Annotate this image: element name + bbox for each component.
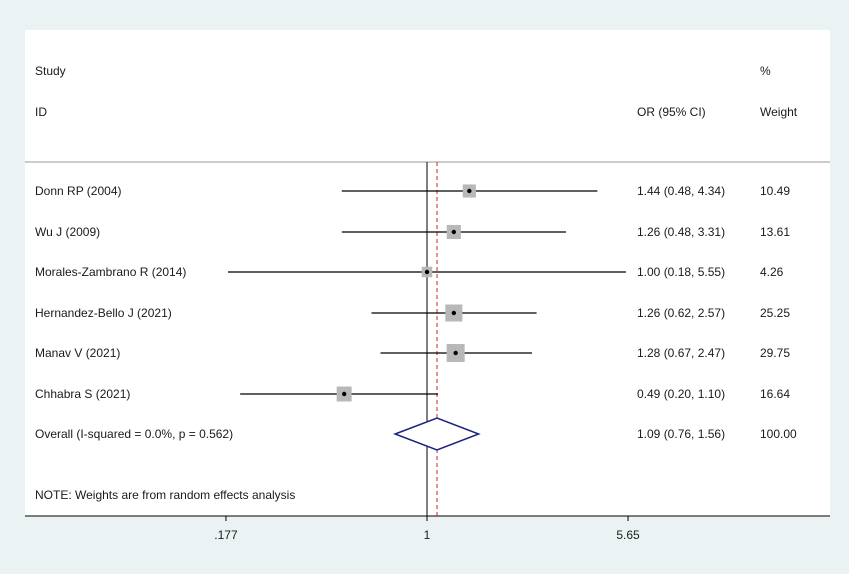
study-weight-text: 29.75 [760,346,791,360]
overall-or-text: 1.09 (0.76, 1.56) [637,427,726,441]
header-or: OR (95% CI) [637,105,706,119]
overall-weight-text: 100.00 [760,427,797,441]
point-estimate [424,269,430,275]
study-label: Manav V (2021) [35,346,121,360]
header-id: ID [35,105,47,119]
point-estimate [451,229,457,235]
study-or-text: 0.49 (0.20, 1.10) [637,387,726,401]
study-label: Chhabra S (2021) [35,387,131,401]
study-or-text: 1.00 (0.18, 5.55) [637,265,726,279]
study-or-text: 1.44 (0.48, 4.34) [637,184,726,198]
header-percent: % [760,64,771,78]
point-estimate [341,391,347,397]
study-label: Morales-Zambrano R (2014) [35,265,187,279]
point-estimate [453,350,458,356]
study-weight-text: 25.25 [760,306,791,320]
study-weight-text: 10.49 [760,184,791,198]
study-weight-text: 16.64 [760,387,791,401]
header-study: Study [35,64,66,78]
x-tick-label: 1 [423,528,431,542]
study-label: Donn RP (2004) [35,184,122,198]
study-or-text: 1.28 (0.67, 2.47) [637,346,726,360]
study-or-text: 1.26 (0.62, 2.57) [637,306,726,320]
overall-diamond [393,417,481,451]
overall-label: Overall (I-squared = 0.0%, p = 0.562) [35,427,234,441]
point-estimate [467,188,472,194]
header-weight: Weight [760,105,798,119]
study-weight-text: 4.26 [760,265,784,279]
study-weight-text: 13.61 [760,225,791,239]
x-tick-label: .177 [214,528,238,542]
study-label: Wu J (2009) [35,225,101,239]
x-tick-label: 5.65 [616,528,640,542]
footnote: NOTE: Weights are from random effects an… [35,488,296,502]
study-label: Hernandez-Bello J (2021) [35,306,172,320]
point-estimate [451,310,457,316]
study-or-text: 1.26 (0.48, 3.31) [637,225,726,239]
